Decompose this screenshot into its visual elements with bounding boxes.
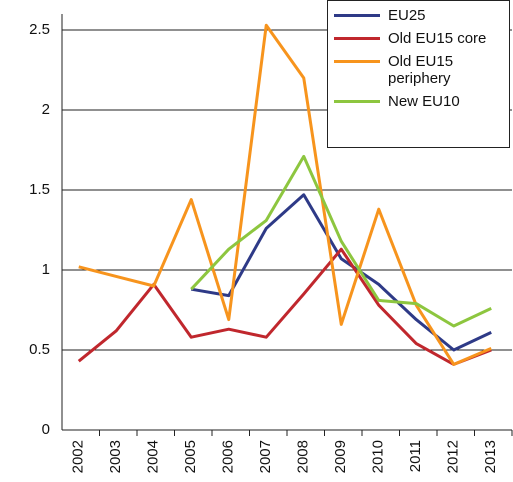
y-tick-label: 2.5: [29, 21, 50, 38]
y-tick-label: 0.5: [29, 341, 50, 358]
x-tick-label: 2002: [70, 440, 87, 473]
x-tick-label: 2004: [145, 440, 162, 473]
series-line: [190, 154, 492, 328]
x-tick-label: 2005: [182, 440, 199, 473]
x-tick-label: 2009: [332, 440, 349, 473]
legend-label: Old EU15 periphery: [388, 53, 454, 87]
legend-swatch: [334, 14, 380, 17]
legend-label: EU25: [388, 7, 426, 24]
x-tick-label: 2006: [220, 440, 237, 473]
x-tick-label: 2011: [407, 440, 424, 472]
y-tick-label: 1.5: [29, 181, 50, 198]
x-tick-label: 2010: [370, 440, 387, 473]
legend-swatch: [334, 100, 380, 103]
legend-label: New EU10: [388, 93, 460, 110]
legend-swatch: [334, 60, 380, 63]
x-tick-label: 2013: [482, 440, 499, 473]
y-tick-label: 0: [42, 421, 50, 438]
legend-item: Old EU15 periphery: [334, 53, 503, 87]
x-tick-label: 2007: [257, 440, 274, 473]
series-line: [78, 23, 492, 366]
legend-item: Old EU15 core: [334, 30, 503, 47]
x-tick-label: 2008: [295, 440, 312, 473]
series-line: [190, 193, 492, 352]
legend-item: EU25: [334, 7, 503, 24]
x-tick-label: 2012: [445, 440, 462, 473]
x-tick-label: 2003: [107, 440, 124, 473]
series-line: [77, 247, 492, 366]
y-tick-label: 1: [42, 261, 50, 278]
legend-swatch: [334, 37, 380, 40]
y-tick-label: 2: [42, 101, 50, 118]
legend: EU25 Old EU15 core Old EU15 periphery New E…: [327, 0, 510, 148]
legend-label: Old EU15 core: [388, 30, 487, 47]
legend-item: New EU10: [334, 93, 503, 110]
